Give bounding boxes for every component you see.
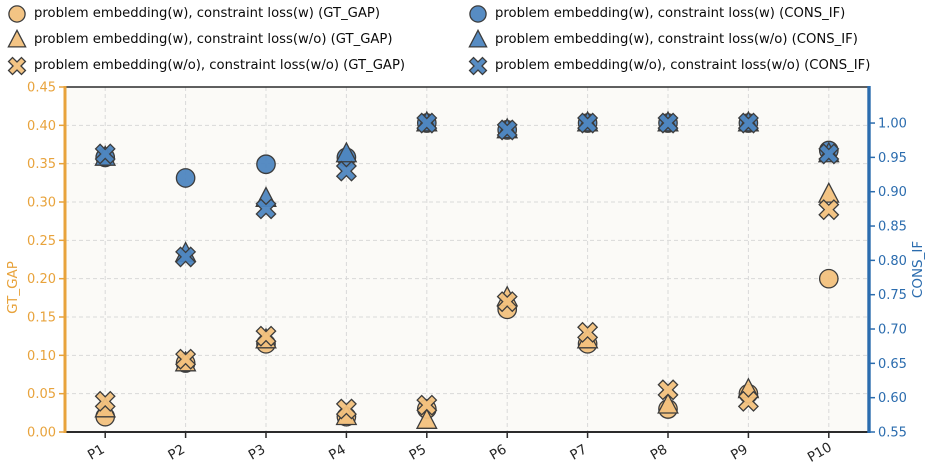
point-x-right-P7 (577, 112, 599, 134)
x-tick-label: P4 (326, 441, 348, 463)
point-circle-left-P10 (818, 268, 839, 289)
point-x-left-P8 (657, 379, 679, 401)
left-tick-label: 0.05 (27, 387, 56, 402)
point-x-left-P9 (737, 390, 759, 412)
left-tick-label: 0.30 (27, 196, 56, 211)
left-tick-label: 0.25 (27, 234, 56, 249)
left-tick-label: 0.35 (27, 157, 56, 172)
point-x-left-P5 (416, 394, 438, 416)
series-5 (94, 112, 840, 268)
x-legend-icon (7, 56, 27, 76)
point-x-left-P7 (577, 321, 599, 343)
legend-item-label: problem embedding(w/o), constraint loss(… (495, 58, 871, 74)
right-tick-label: 0.95 (878, 151, 907, 166)
point-triangle-left-P10 (817, 181, 840, 203)
legend-item-label: problem embedding(w), constraint loss(w/… (34, 32, 393, 48)
legend-item: problem embedding(w), constraint loss(w/… (6, 27, 405, 53)
series-2 (94, 199, 840, 420)
left-tick-label: 0.15 (27, 311, 56, 326)
left-tick-label: 0.45 (27, 81, 56, 96)
x-legend-icon (468, 56, 488, 76)
x-tick-label: P7 (567, 441, 589, 463)
x-tick-label: P3 (246, 441, 268, 463)
x-marker (468, 56, 488, 76)
point-x-right-P2 (175, 246, 197, 268)
x-tick-label: P8 (648, 441, 670, 463)
point-x-right-P4 (335, 160, 357, 182)
left-tick-label: 0.40 (27, 119, 56, 134)
point-x-right-P10 (818, 143, 840, 165)
plot-area (65, 87, 869, 432)
triangle-marker (7, 29, 27, 48)
legend-item-label: problem embedding(w), constraint loss(w)… (495, 6, 846, 22)
x-tick-label: P9 (728, 441, 750, 463)
point-triangle-left-P5 (415, 408, 438, 429)
point-x-right-P6 (496, 119, 518, 141)
circle-marker (469, 5, 487, 23)
triangle-marker (468, 29, 488, 48)
right-tick-label: 1.00 (878, 117, 907, 132)
point-x-left-P6 (496, 291, 518, 313)
circle-marker (8, 5, 26, 23)
point-x-left-P2 (175, 348, 197, 370)
left-tick-label: 0.20 (27, 272, 56, 287)
right-tick-label: 0.55 (878, 426, 907, 441)
legend-column-consif: problem embedding(w), constraint loss(w)… (467, 1, 870, 79)
point-circle-right-P2 (175, 168, 196, 188)
legend-column-gtgap: problem embedding(w), constraint loss(w)… (6, 1, 405, 79)
legend-item: problem embedding(w), constraint loss(w)… (6, 1, 405, 27)
point-x-right-P1 (94, 143, 116, 165)
x-tick-label: P5 (407, 441, 429, 463)
x-tick-label: P2 (165, 441, 187, 463)
point-x-left-P10 (818, 199, 840, 221)
triangle-legend-icon (7, 29, 27, 48)
right-tick-label: 0.65 (878, 357, 907, 372)
right-tick-label: 0.70 (878, 323, 907, 338)
right-axis-title: CONS_IF (910, 241, 926, 298)
point-x-left-P4 (335, 398, 357, 420)
legend-item-label: problem embedding(w), constraint loss(w/… (495, 32, 858, 48)
right-tick-label: 0.90 (878, 185, 907, 200)
legend-item: problem embedding(w), constraint loss(w)… (467, 1, 870, 27)
legend-item: problem embedding(w/o), constraint loss(… (467, 53, 870, 79)
point-x-right-P9 (737, 112, 759, 134)
circle-legend-icon (8, 5, 26, 23)
point-x-right-P8 (657, 112, 679, 134)
point-triangle-right-P4 (335, 141, 358, 163)
point-circle-right-P3 (256, 154, 276, 175)
x-tick-label: P6 (487, 441, 509, 463)
legend-item: problem embedding(w), constraint loss(w/… (467, 27, 870, 53)
right-tick-label: 0.85 (878, 220, 907, 235)
x-tick-label: P1 (85, 441, 107, 463)
point-x-left-P1 (94, 390, 116, 412)
left-tick-label: 0.10 (27, 349, 56, 364)
x-tick-label: P10 (805, 439, 835, 466)
right-tick-label: 0.75 (878, 288, 907, 303)
left-axis-title: GT_GAP (5, 261, 21, 314)
point-x-left-P3 (255, 325, 277, 347)
right-tick-label: 0.60 (878, 391, 907, 406)
legend-item: problem embedding(w/o), constraint loss(… (6, 53, 405, 79)
circle-legend-icon (469, 5, 487, 23)
point-triangle-left-P8 (657, 392, 679, 414)
x-marker (7, 56, 27, 76)
right-tick-label: 0.80 (878, 254, 907, 269)
left-tick-label: 0.00 (27, 426, 56, 441)
point-x-right-P5 (416, 112, 438, 134)
legend-item-label: problem embedding(w/o), constraint loss(… (34, 58, 406, 74)
point-x-right-P3 (255, 198, 277, 220)
triangle-legend-icon (468, 29, 488, 48)
legend-item-label: problem embedding(w), constraint loss(w)… (34, 6, 381, 22)
